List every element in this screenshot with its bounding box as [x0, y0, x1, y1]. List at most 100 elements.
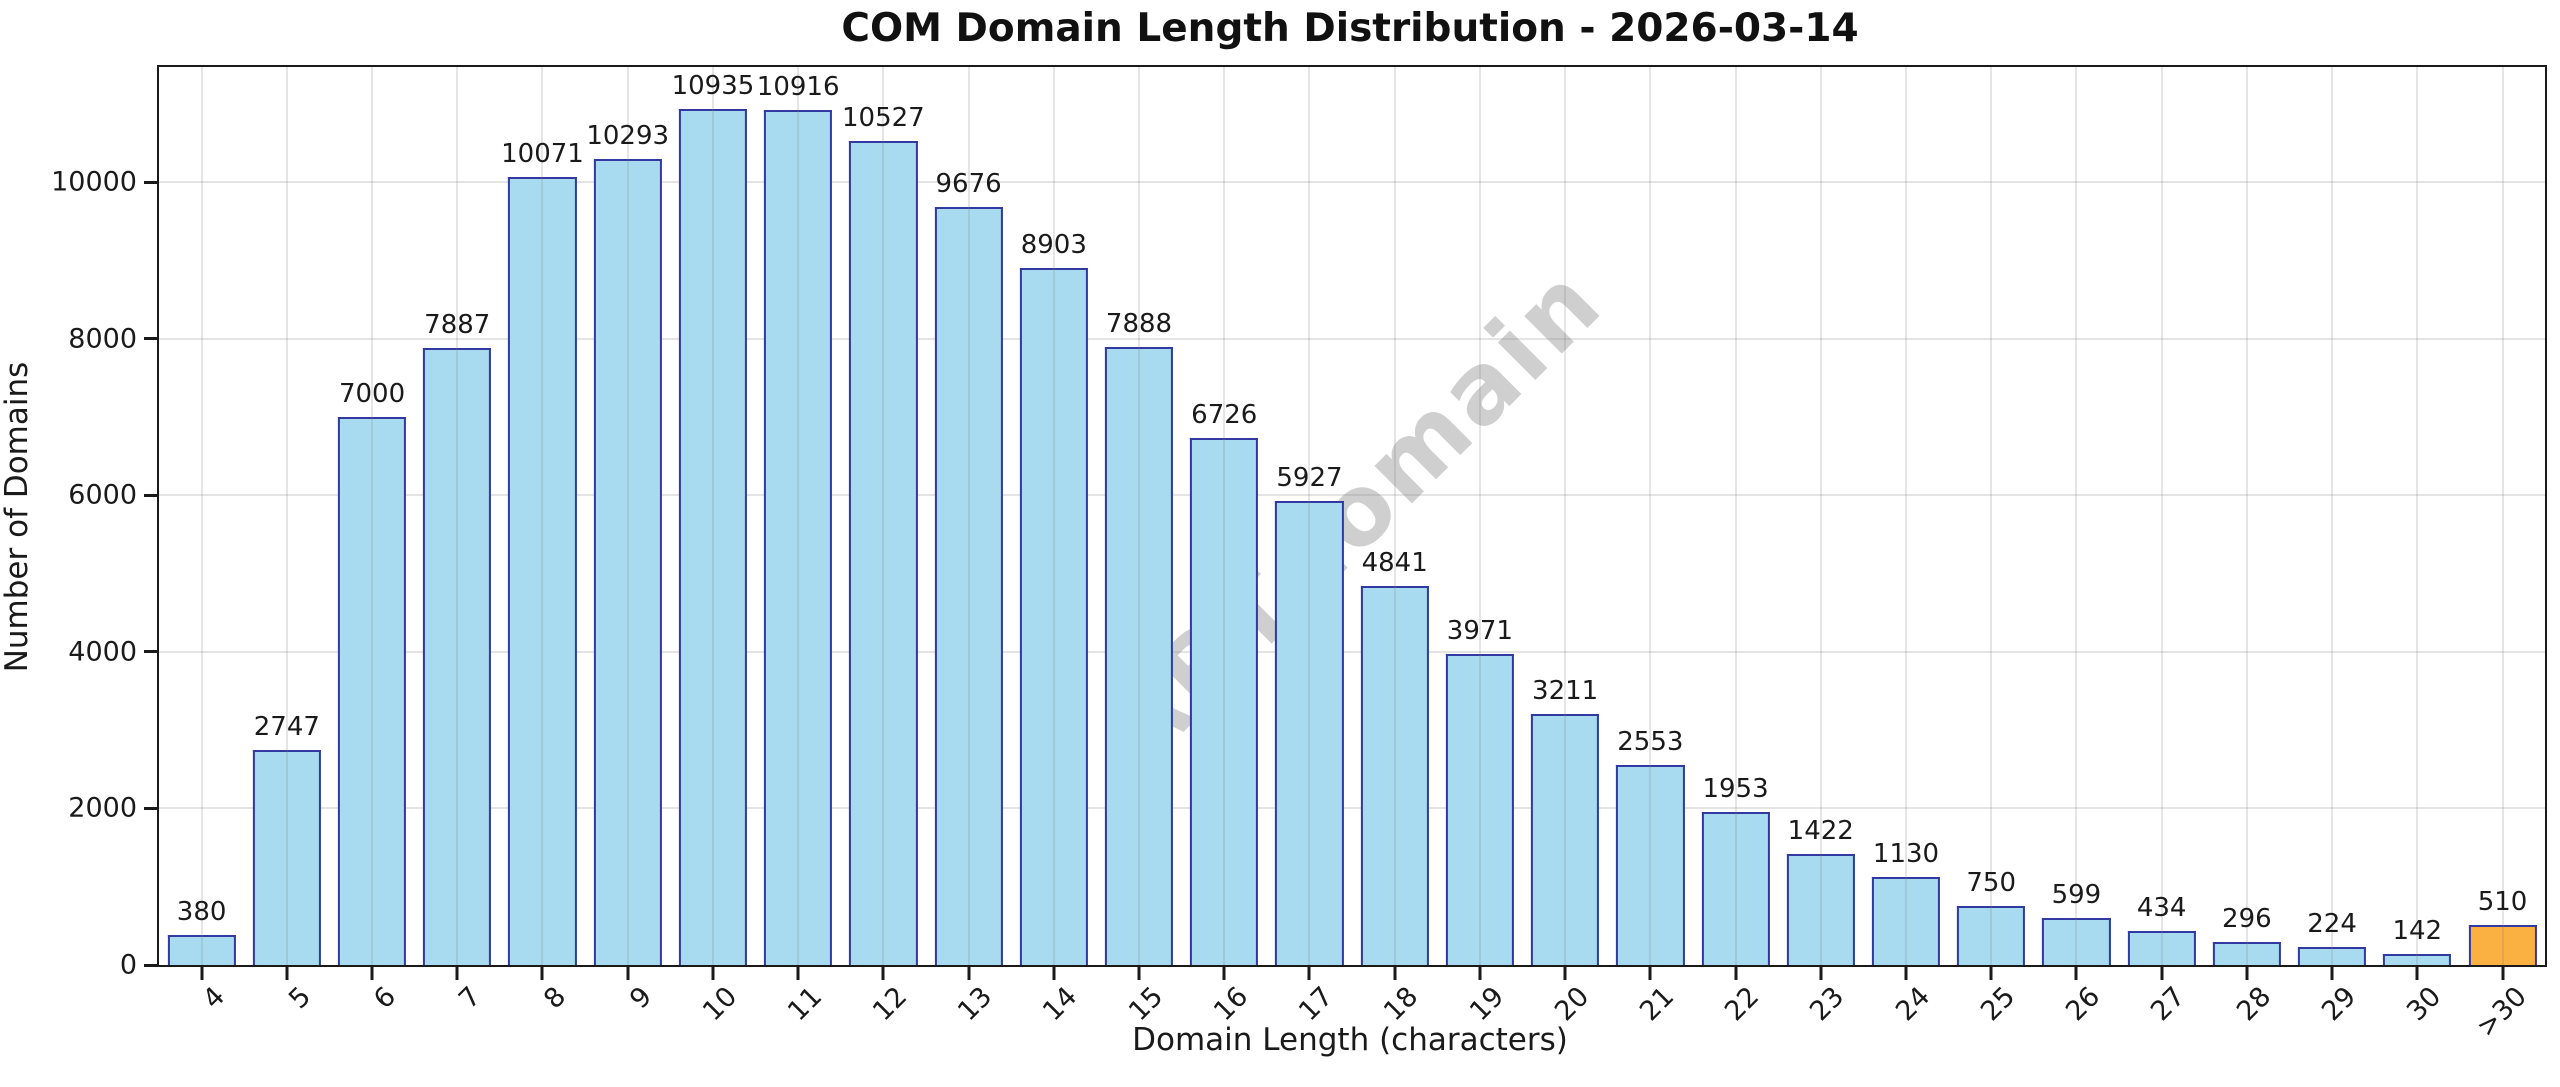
bar-slot: 10293 9 [585, 67, 670, 1015]
y-tick-mark [144, 806, 157, 810]
bar [1445, 654, 1514, 965]
y-tick-label: 2000 [68, 792, 137, 824]
y-tick-mark [144, 180, 157, 184]
x-tick-mark [1222, 967, 1226, 980]
gridline-vertical [371, 67, 374, 965]
bar-slot: 10935 10 [670, 67, 755, 1027]
y-tick-mark [144, 337, 157, 341]
bar-value-label: 7000 [338, 378, 406, 409]
bar-value-label: 3971 [1446, 616, 1513, 647]
bar [2127, 931, 2196, 965]
bar [1275, 500, 1344, 965]
x-tick-mark [711, 967, 715, 980]
gridline-horizontal [159, 494, 2545, 497]
bar-value-label: 142 [2392, 915, 2443, 946]
bar-value-label: 296 [2222, 903, 2272, 934]
bar-slot: 1130 24 [1863, 67, 1948, 1027]
gridline-vertical [541, 67, 544, 965]
x-tick-mark [626, 967, 630, 980]
x-tick-mark [2245, 967, 2249, 980]
bar [2383, 953, 2452, 965]
x-tick-label-text: 11 [781, 981, 829, 1028]
gridline-vertical [1734, 67, 1737, 965]
bar-value-label: 1422 [1787, 815, 1854, 846]
x-tick-label-text: 21 [1634, 981, 1681, 1028]
gridline-vertical [200, 67, 203, 965]
bar-value-label: 6726 [1191, 400, 1258, 431]
bar-slot: 434 27 [2119, 67, 2204, 1027]
bar-slot: 6726 16 [1182, 67, 1267, 1027]
gridline-vertical [2245, 67, 2248, 965]
gridline-vertical [2331, 67, 2334, 965]
bar-slot: 4841 18 [1352, 67, 1437, 1027]
gridline-horizontal [159, 807, 2545, 810]
gridline-vertical [626, 67, 629, 965]
bar [1104, 347, 1174, 965]
x-tick-label-text: 9 [623, 981, 658, 1016]
x-tick-mark [1563, 967, 1567, 980]
x-tick-mark [881, 967, 885, 980]
bar [337, 416, 407, 965]
bar-value-label: 434 [2136, 893, 2187, 924]
x-tick-label-text: 24 [1889, 981, 1936, 1028]
x-tick-mark [1989, 967, 1993, 980]
gridline-vertical [2416, 67, 2419, 965]
bar-slot: 7888 15 [1096, 67, 1181, 1027]
bar-value-label: 750 [1966, 868, 2017, 899]
x-tick-mark [1904, 967, 1908, 980]
bar-slot: 296 28 [2204, 67, 2289, 1027]
bar [167, 935, 236, 965]
bar [1871, 876, 1941, 965]
bar-slot: 10916 11 [756, 67, 841, 1027]
bar-value-label: 7888 [1105, 309, 1173, 340]
x-tick-label-text: 5 [282, 981, 317, 1016]
bar-slot: 510 >30 [2460, 67, 2545, 1043]
gridline-vertical [882, 67, 885, 965]
bar-highlighted [2468, 925, 2537, 965]
gridline-vertical [1138, 67, 1141, 965]
gridline-vertical [1393, 67, 1396, 965]
gridline-vertical [2075, 67, 2078, 965]
bar [1957, 906, 2026, 965]
gridline-horizontal [159, 181, 2545, 184]
bar-value-label: 380 [176, 897, 227, 928]
bar [1019, 267, 1088, 965]
bar-value-label: 2747 [253, 711, 320, 742]
bar-slot: 8903 14 [1011, 67, 1096, 1027]
gridline-vertical [967, 67, 970, 965]
bar-slot: 142 30 [2375, 67, 2460, 1027]
x-tick-mark [2330, 967, 2334, 980]
bar-value-label: 5927 [1276, 462, 1343, 493]
bar [934, 207, 1003, 965]
bar-slot: 2747 5 [244, 67, 329, 1015]
x-tick-label-text: 17 [1293, 981, 1340, 1028]
x-tick-label-text: 26 [2060, 981, 2107, 1028]
x-tick-label-text: 25 [1974, 981, 2022, 1028]
x-tick-mark [967, 967, 971, 980]
x-tick-label-text: 23 [1804, 981, 1851, 1028]
bar-value-label: 7887 [424, 309, 491, 340]
x-tick-label-text: 13 [952, 981, 999, 1028]
bar [423, 347, 492, 965]
bar-slot: 599 26 [2034, 67, 2119, 1027]
bar [2212, 941, 2281, 965]
bar-value-label: 10071 [501, 138, 584, 169]
y-tick-mark [144, 963, 157, 967]
bar-slot: 10527 12 [841, 67, 926, 1027]
bar [1190, 438, 1259, 965]
x-tick-mark [1137, 967, 1141, 980]
gridline-vertical [1649, 67, 1652, 965]
x-tick-mark [2501, 967, 2505, 980]
x-tick-label-text: 6 [367, 981, 402, 1016]
gridline-vertical [1904, 67, 1907, 965]
bar-slot: 2553 21 [1608, 67, 1693, 1027]
bar-slot: 3971 19 [1437, 67, 1522, 1027]
gridline-vertical [1052, 67, 1055, 965]
x-tick-mark [200, 967, 204, 980]
x-tick-label-text: 8 [538, 981, 573, 1016]
gridline-horizontal [159, 650, 2545, 653]
gridline-vertical [1990, 67, 1993, 965]
x-tick-label-text: 27 [2145, 981, 2192, 1028]
bar [508, 176, 577, 965]
